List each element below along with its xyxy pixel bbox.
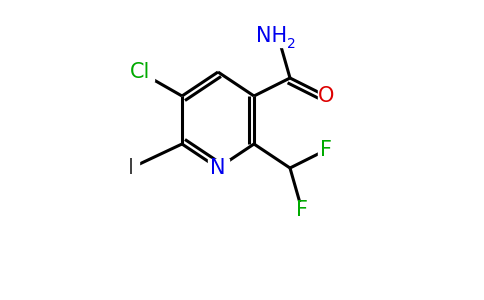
Text: NH: NH [257,26,287,46]
Text: Cl: Cl [130,62,150,82]
Bar [318,142,334,158]
Text: I: I [128,158,134,178]
Text: O: O [318,86,334,106]
Bar [208,159,228,177]
Text: F: F [296,200,308,220]
Bar [123,159,139,177]
Bar [318,87,334,105]
Bar [260,26,296,46]
Text: 2: 2 [287,37,296,50]
Text: F: F [320,140,332,160]
Bar [294,202,310,218]
Text: N: N [210,158,226,178]
Bar [126,63,153,81]
